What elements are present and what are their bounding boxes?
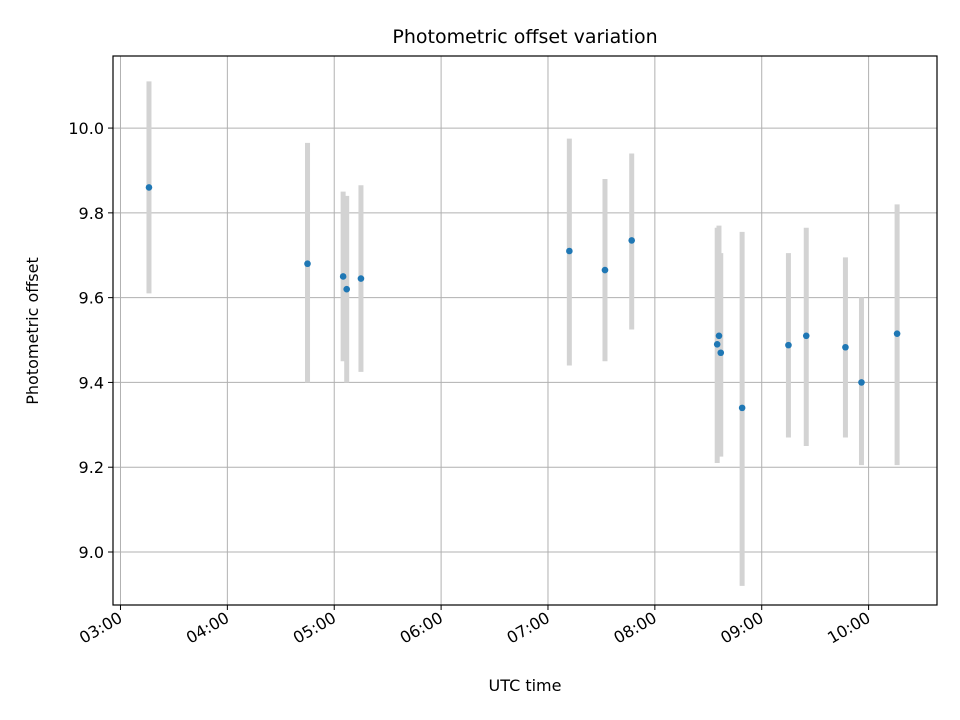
y-tick-label: 9.8 — [79, 204, 104, 223]
data-point — [339, 273, 347, 280]
data-point — [566, 247, 573, 255]
data-points — [145, 184, 901, 412]
data-point — [802, 332, 810, 340]
data-point — [628, 237, 635, 244]
data-point — [343, 285, 350, 293]
chart-title: Photometric offset variation — [392, 26, 657, 48]
grid — [113, 56, 937, 605]
data-point — [601, 266, 609, 274]
plot-frame — [112, 55, 938, 606]
data-point — [715, 332, 723, 340]
y-tick-label: 9.2 — [79, 458, 104, 477]
y-tick-label: 9.0 — [79, 543, 104, 562]
data-point — [713, 340, 721, 348]
data-point — [842, 343, 849, 351]
y-axis-label: Photometric offset — [23, 257, 42, 405]
data-point — [893, 330, 901, 337]
y-axis-ticks: 9.0 9.2 9.4 9.6 9.8 10.0 — [68, 119, 113, 562]
y-tick-label: 10.0 — [68, 119, 104, 138]
data-point — [357, 275, 365, 282]
data-point — [304, 260, 311, 268]
x-axis-label: UTC time — [489, 676, 562, 695]
data-point — [738, 404, 746, 412]
data-point — [717, 349, 725, 357]
data-point — [145, 184, 153, 191]
data-point — [858, 379, 865, 386]
data-point — [785, 341, 792, 349]
y-tick-label: 9.4 — [79, 373, 104, 392]
y-tick-label: 9.6 — [79, 289, 104, 308]
